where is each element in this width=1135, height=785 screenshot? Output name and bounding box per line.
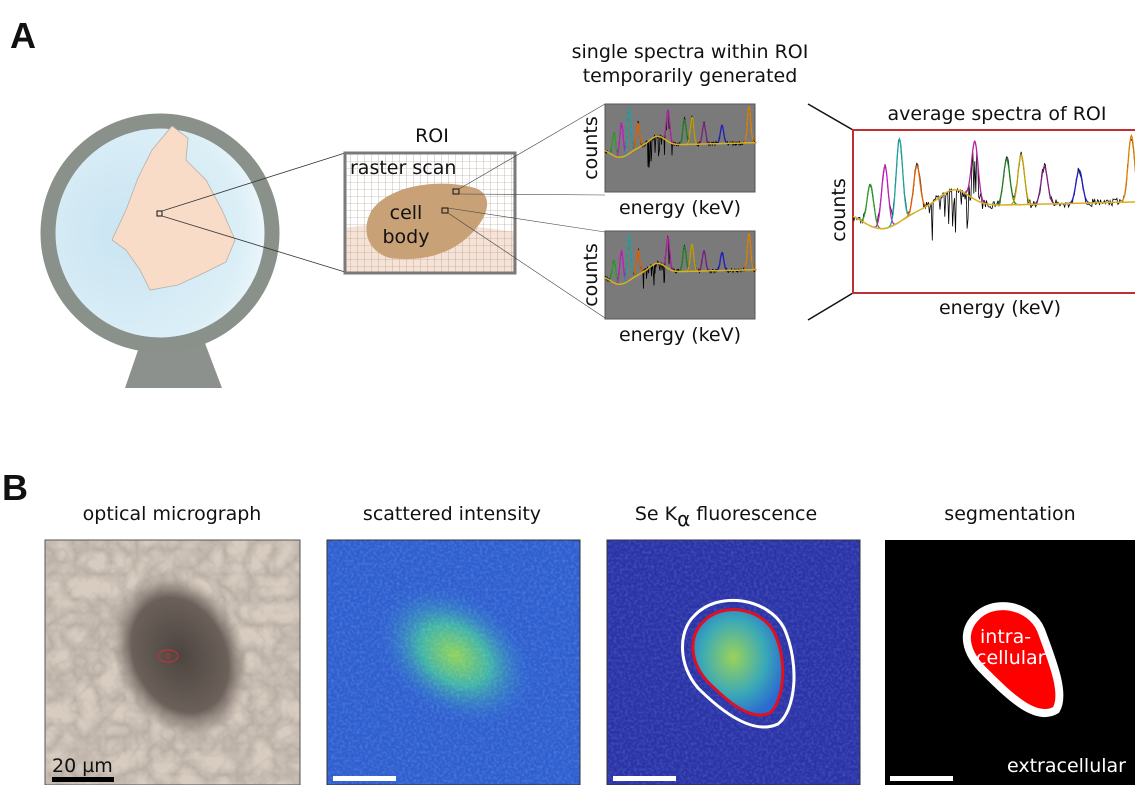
raster-label: raster scan — [350, 157, 456, 179]
region-label: intra- — [980, 626, 1031, 648]
spectra-plots: counts energy (keV) counts energy (keV) coun… — [580, 104, 1135, 346]
x-axis-label: energy (keV) — [619, 324, 741, 346]
scatter-image — [327, 540, 580, 785]
spectra-title: temporarily generated — [583, 65, 798, 87]
region-label: extracellular — [1007, 755, 1126, 777]
y-axis-label: counts — [828, 178, 850, 242]
optical-image — [45, 540, 300, 785]
zoom-line — [808, 104, 853, 130]
x-axis-label: energy (keV) — [939, 297, 1061, 319]
fluorescence-image — [607, 540, 860, 785]
zoom-line — [808, 293, 853, 320]
roi-title: ROI — [415, 125, 449, 147]
average-title: average spectra of ROI — [888, 103, 1107, 125]
figure: A ROI raster scan cell body single spect… — [0, 0, 1135, 785]
image-title: segmentation — [944, 503, 1075, 525]
cell-label: cell — [390, 202, 423, 224]
scale-bar-label: 20 µm — [52, 755, 113, 777]
cell-label: body — [383, 226, 430, 248]
x-axis-label: energy (keV) — [619, 197, 741, 219]
scale-bar — [333, 776, 396, 781]
panel-label: A — [10, 15, 36, 56]
image-title: optical micrograph — [83, 503, 262, 525]
y-axis-label: counts — [580, 243, 602, 307]
spectra-title: single spectra within ROI — [572, 41, 809, 63]
plot-area — [853, 130, 1135, 293]
panel-label: B — [2, 467, 28, 508]
scale-bar — [613, 776, 676, 781]
scale-bar — [52, 777, 114, 782]
image-title: scattered intensity — [363, 503, 541, 525]
y-axis-label: counts — [580, 116, 602, 180]
scale-bar — [890, 776, 953, 781]
region-label: cellular — [976, 647, 1046, 669]
